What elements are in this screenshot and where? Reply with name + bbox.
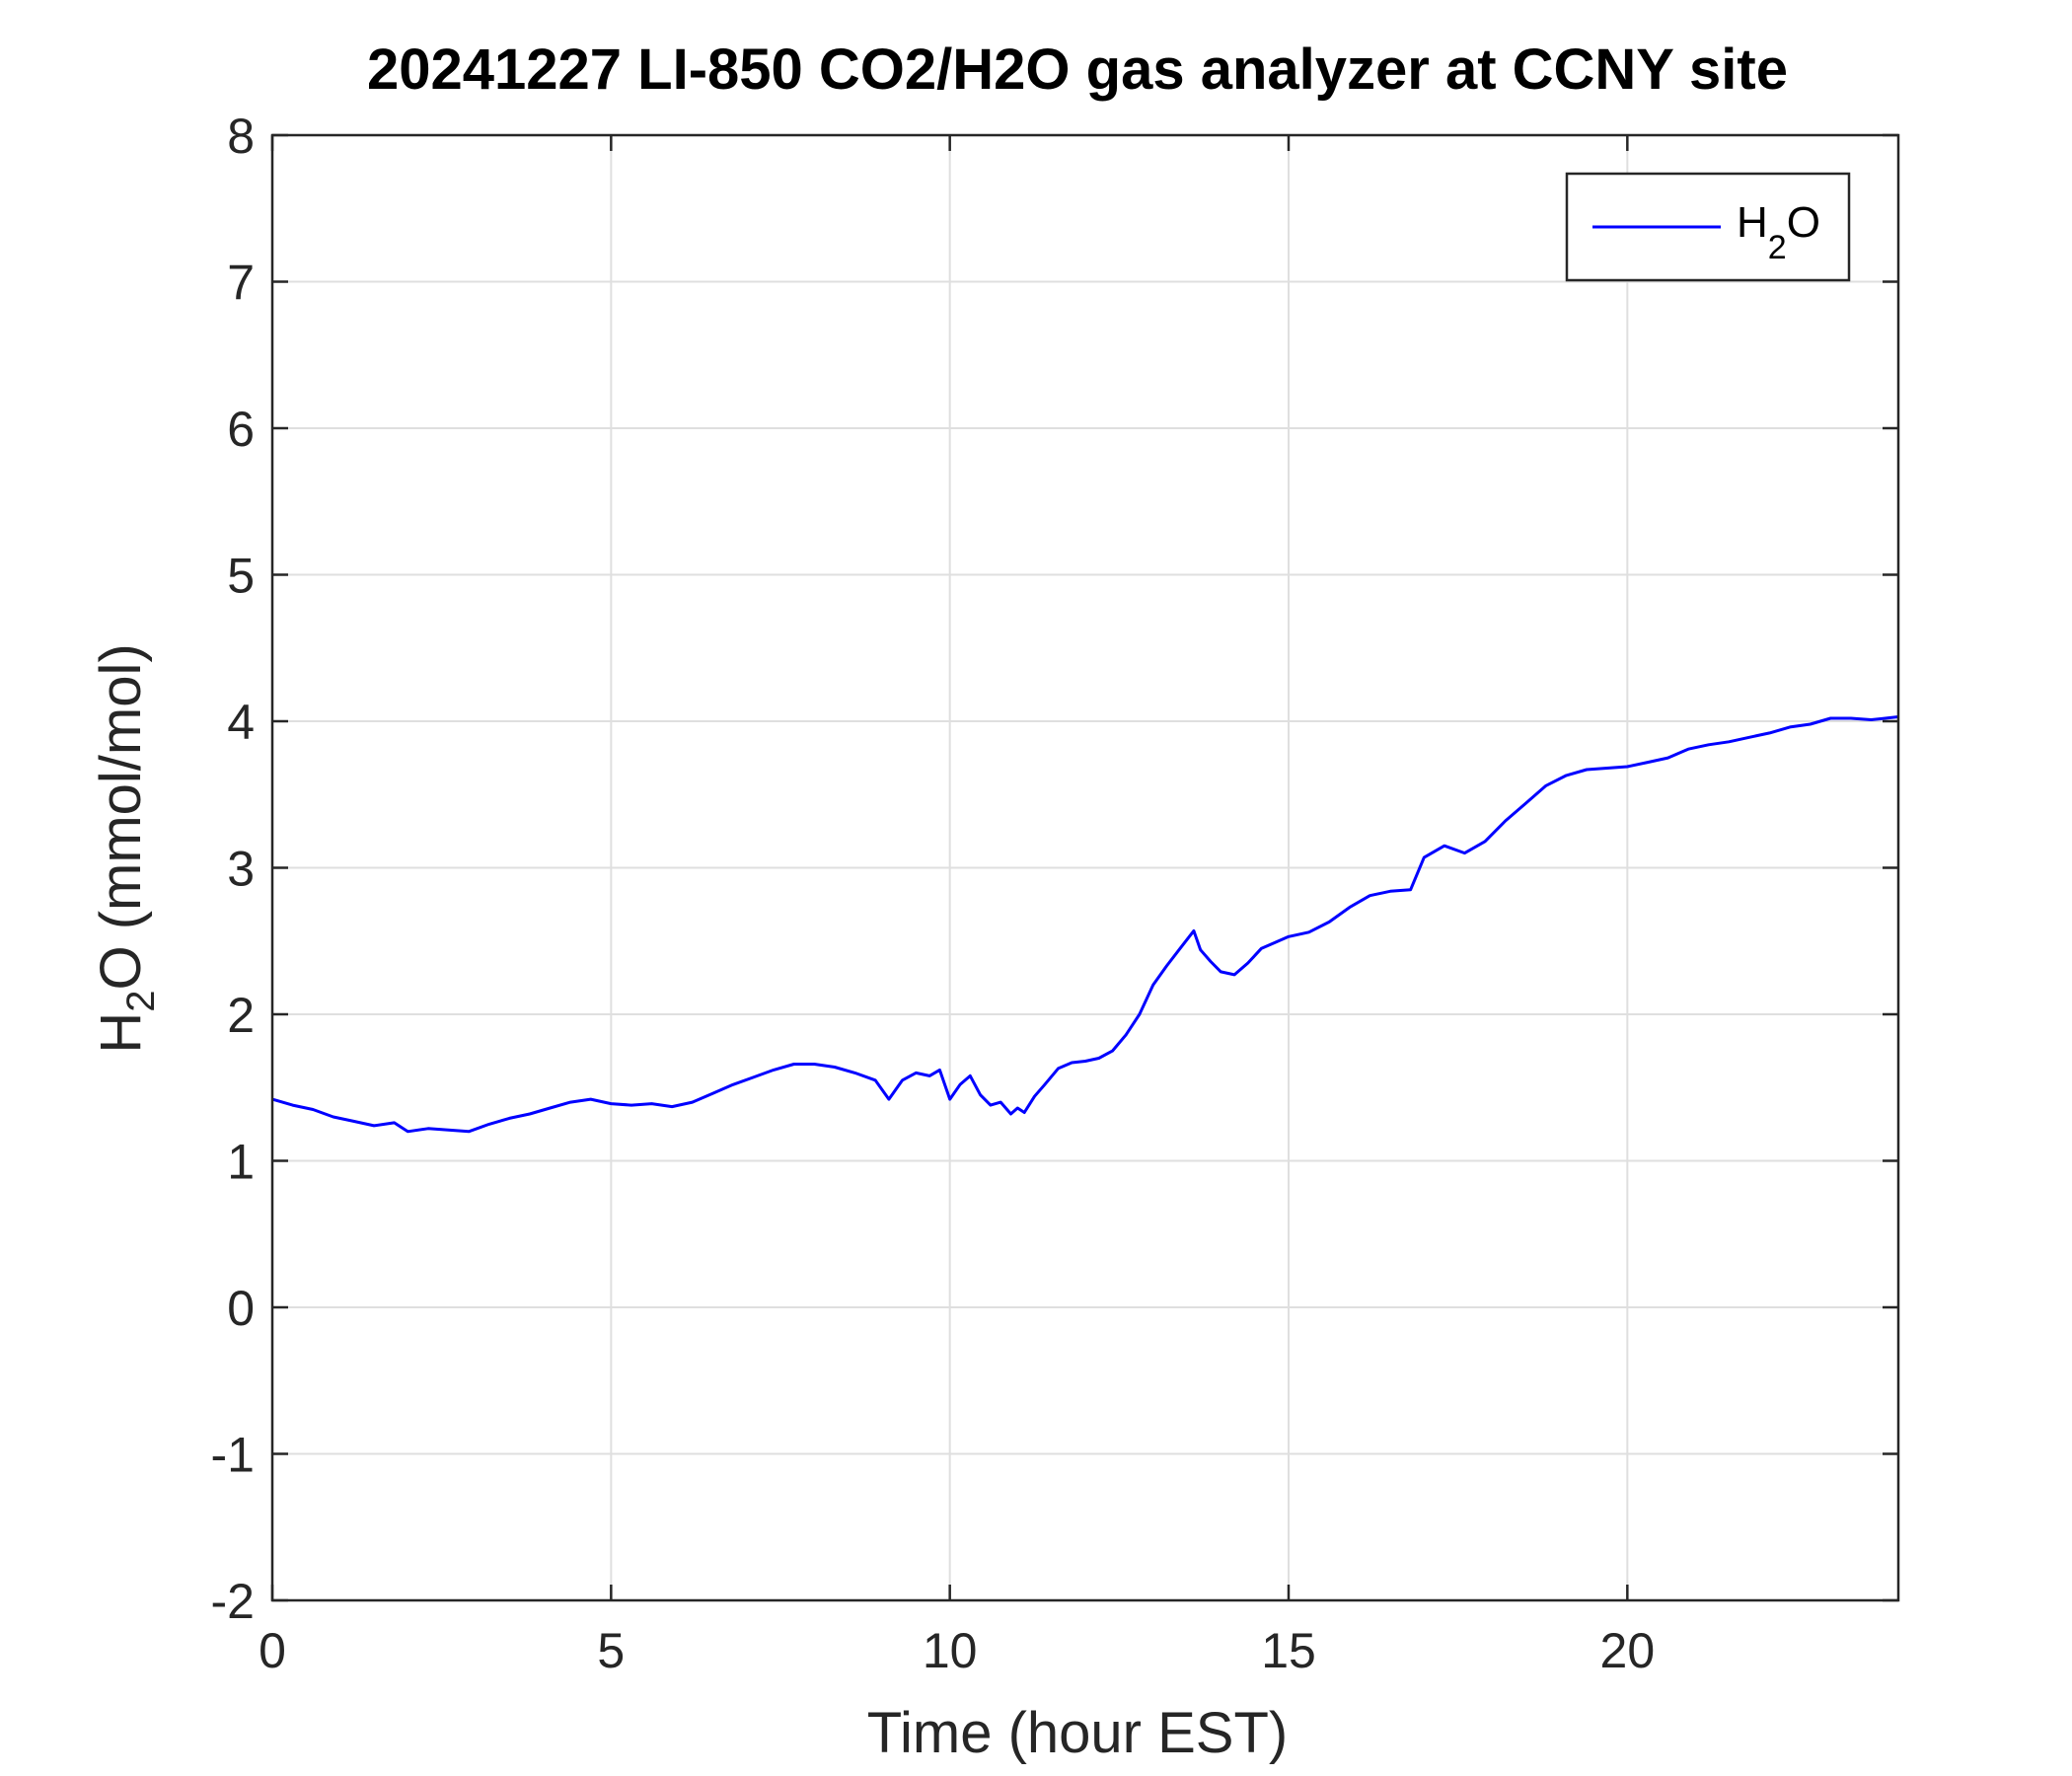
y-tick-label: 6 bbox=[227, 402, 255, 457]
y-axis-label: H2O (mmol/mol) bbox=[89, 643, 163, 1053]
x-tick-label: 15 bbox=[1261, 1623, 1316, 1678]
y-tick-label: 3 bbox=[227, 842, 255, 897]
y-axis-label-rest: O (mmol/mol) bbox=[89, 643, 153, 990]
y-tick-label: 1 bbox=[227, 1135, 255, 1190]
legend-label-rest: O bbox=[1787, 198, 1820, 247]
legend-label-subscript: 2 bbox=[1768, 229, 1787, 266]
legend-label-base: H bbox=[1737, 198, 1768, 247]
x-tick-label: 20 bbox=[1600, 1623, 1656, 1678]
y-tick-label: 8 bbox=[227, 109, 255, 164]
y-tick-labels: -2 -1 0 1 2 3 4 5 6 7 8 bbox=[211, 109, 255, 1629]
y-tick-label: 2 bbox=[227, 988, 255, 1043]
y-tick-label: -2 bbox=[211, 1574, 255, 1629]
y-tick-label: -1 bbox=[211, 1428, 255, 1483]
data-layer bbox=[271, 715, 1899, 1134]
y-axis-label-subscript: 2 bbox=[119, 991, 163, 1012]
x-tick-label: 0 bbox=[259, 1623, 286, 1678]
x-tick-label: 5 bbox=[597, 1623, 625, 1678]
x-tick-labels: 0 5 10 15 20 bbox=[259, 1623, 1655, 1678]
legend: H2O bbox=[1565, 172, 1851, 282]
y-tick-label: 4 bbox=[227, 695, 255, 750]
x-axis-label: Time (hour EST) bbox=[867, 1701, 1288, 1765]
series-line-h2o bbox=[271, 715, 1899, 1134]
chart-title: 20241227 LI-850 CO2/H2O gas analyzer at … bbox=[367, 37, 1788, 102]
legend-label-h2o: H2O bbox=[1737, 198, 1820, 266]
y-axis-label-base: H bbox=[89, 1012, 153, 1054]
y-tick-label: 0 bbox=[227, 1281, 255, 1336]
y-tick-label: 5 bbox=[227, 549, 255, 604]
x-tick-label: 10 bbox=[923, 1623, 978, 1678]
y-tick-label: 7 bbox=[227, 256, 255, 311]
tick-marks bbox=[270, 133, 1898, 1602]
